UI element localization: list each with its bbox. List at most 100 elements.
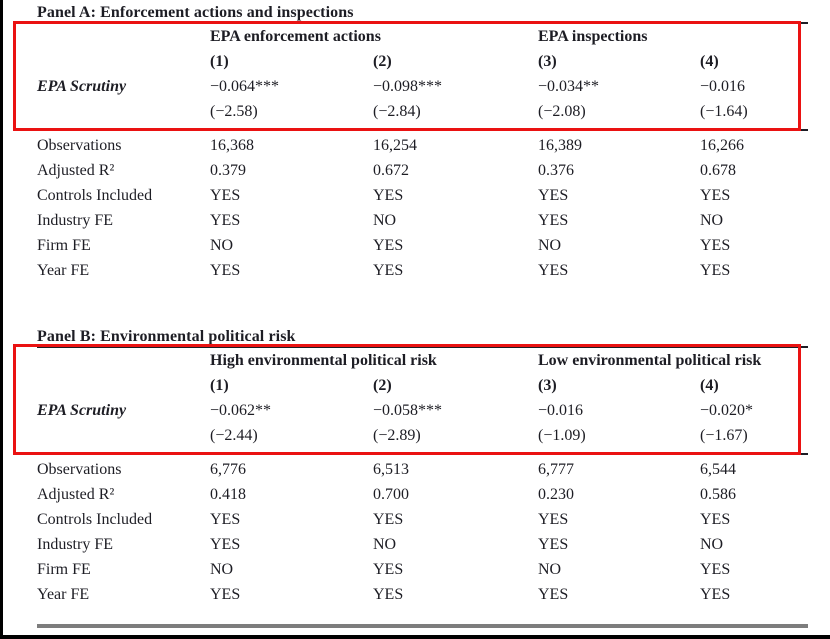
tstat-cell: (−2.89): [373, 426, 421, 444]
tstat-cell: (−2.84): [373, 102, 421, 120]
stat-row: Adjusted R² 0.418 0.700 0.230 0.586: [37, 482, 808, 507]
stat-cell: 0.700: [373, 485, 409, 503]
coefficient-cell: −0.058***: [373, 401, 443, 419]
coefficient-cell: −0.016: [700, 77, 746, 95]
stat-cell: YES: [210, 211, 241, 229]
stat-cell: 16,254: [373, 136, 417, 154]
stat-cell: YES: [373, 261, 404, 279]
stat-label: Industry FE: [37, 211, 113, 229]
stat-cell: 6,777: [538, 460, 574, 478]
stat-cell: NO: [210, 236, 234, 254]
stat-cell: 0.678: [700, 161, 736, 179]
stat-label: Adjusted R²: [37, 161, 115, 179]
coefficient-cell: −0.098***: [373, 77, 443, 95]
stat-cell: 16,266: [700, 136, 744, 154]
stat-label: Firm FE: [37, 236, 91, 254]
stat-cell: 0.379: [210, 161, 246, 179]
stat-label: Observations: [37, 460, 122, 478]
stat-cell: YES: [538, 211, 569, 229]
stat-cell: YES: [700, 510, 731, 528]
stat-label: Adjusted R²: [37, 485, 115, 503]
stat-cell: YES: [210, 510, 241, 528]
coefficient-cell: −0.020*: [700, 401, 754, 419]
stat-cell: NO: [700, 535, 724, 553]
column-number-row: (1) (2) (3) (4): [37, 49, 808, 74]
tstat-cell: (−1.09): [538, 426, 586, 444]
group-header-row: EPA enforcement actions EPA inspections: [37, 24, 808, 49]
tstat-row: (−2.58) (−2.84) (−2.08) (−1.64): [37, 99, 808, 129]
stat-cell: YES: [210, 585, 241, 603]
panel-a-table: EPA enforcement actions EPA inspections …: [37, 24, 808, 283]
stat-label: Industry FE: [37, 535, 113, 553]
panel-b: Panel B: Environmental political risk Hi…: [3, 327, 830, 628]
stat-row: Year FE YES YES YES YES: [37, 582, 808, 607]
stat-cell: YES: [210, 261, 241, 279]
stat-cell: 0.230: [538, 485, 574, 503]
stat-row: Adjusted R² 0.379 0.672 0.376 0.678: [37, 158, 808, 183]
panel-a: Panel A: Enforcement actions and inspect…: [3, 3, 830, 283]
stat-label: Year FE: [37, 261, 90, 279]
stat-cell: 0.376: [538, 161, 574, 179]
stat-cell: NO: [373, 535, 397, 553]
variable-label: EPA Scrutiny: [37, 401, 127, 419]
stat-cell: 16,389: [538, 136, 582, 154]
column-number: (4): [700, 52, 719, 70]
coefficient-cell: −0.016: [538, 401, 584, 419]
panel-b-table: High environmental political risk Low en…: [37, 348, 808, 607]
stat-row: Industry FE YES NO YES NO: [37, 532, 808, 557]
stat-cell: YES: [700, 236, 731, 254]
stat-cell: 6,544: [700, 460, 736, 478]
stat-cell: 6,776: [210, 460, 246, 478]
stat-cell: 0.418: [210, 485, 246, 503]
stat-row: Controls Included YES YES YES YES: [37, 507, 808, 532]
coefficient-row: EPA Scrutiny −0.062** −0.058*** −0.016 −…: [37, 398, 808, 423]
stat-cell: YES: [210, 186, 241, 204]
stat-cell: YES: [373, 585, 404, 603]
stat-cell: 0.586: [700, 485, 736, 503]
horizontal-rule: [37, 453, 808, 455]
stat-cell: YES: [538, 186, 569, 204]
stat-cell: YES: [210, 535, 241, 553]
group-header-low-risk: Low environmental political risk: [538, 351, 762, 369]
column-number: (3): [538, 376, 557, 394]
stat-cell: NO: [700, 211, 724, 229]
tstat-cell: (−2.44): [210, 426, 258, 444]
column-number-row: (1) (2) (3) (4): [37, 373, 808, 398]
stat-cell: 16,368: [210, 136, 254, 154]
stat-cell: YES: [373, 560, 404, 578]
stat-row: Industry FE YES NO YES NO: [37, 208, 808, 233]
stat-cell: NO: [538, 560, 562, 578]
tstat-cell: (−2.58): [210, 102, 258, 120]
stat-label: Year FE: [37, 585, 90, 603]
panel-a-title: Panel A: Enforcement actions and inspect…: [37, 3, 808, 24]
table-bottom-rule: [37, 624, 808, 628]
stat-cell: 0.672: [373, 161, 409, 179]
stat-cell: YES: [700, 186, 731, 204]
stat-label: Observations: [37, 136, 122, 154]
stat-cell: YES: [373, 510, 404, 528]
tstat-row: (−2.44) (−2.89) (−1.09) (−1.67): [37, 423, 808, 453]
variable-label: EPA Scrutiny: [37, 77, 127, 95]
column-number: (1): [210, 52, 229, 70]
group-header-row: High environmental political risk Low en…: [37, 348, 808, 373]
stat-cell: YES: [700, 560, 731, 578]
stat-cell: YES: [538, 510, 569, 528]
stat-row: Year FE YES YES YES YES: [37, 258, 808, 283]
tstat-cell: (−1.67): [700, 426, 748, 444]
group-header-high-risk: High environmental political risk: [210, 351, 437, 369]
stat-label: Controls Included: [37, 510, 153, 528]
stat-cell: YES: [538, 535, 569, 553]
horizontal-rule: [37, 129, 808, 131]
stat-row: Firm FE NO YES NO YES: [37, 233, 808, 258]
stat-cell: YES: [373, 236, 404, 254]
coefficient-row: EPA Scrutiny −0.064*** −0.098*** −0.034*…: [37, 74, 808, 99]
tstat-cell: (−2.08): [538, 102, 586, 120]
group-header-inspections: EPA inspections: [538, 27, 648, 45]
stat-label: Controls Included: [37, 186, 153, 204]
stat-row: Observations 6,776 6,513 6,777 6,544: [37, 457, 808, 482]
stat-cell: YES: [700, 585, 731, 603]
stat-cell: YES: [700, 261, 731, 279]
column-number: (4): [700, 376, 719, 394]
stat-cell: YES: [538, 261, 569, 279]
